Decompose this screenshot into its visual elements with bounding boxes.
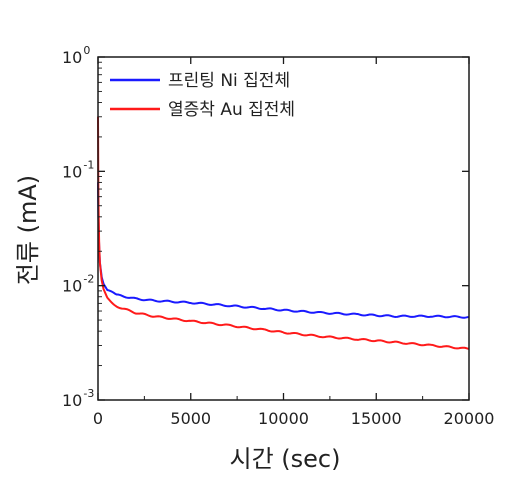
y-tick-label: 10-1	[62, 158, 94, 181]
y-tick-base: 10	[62, 48, 82, 67]
y-tick-label: 10-2	[62, 273, 94, 296]
legend-label-2: 열증착 Au 집전체	[168, 100, 295, 120]
x-tick-label: 15000	[351, 409, 402, 428]
x-axis-label: 시간 (sec)	[230, 445, 341, 473]
y-tick-base: 10	[62, 162, 82, 181]
y-tick-base: 10	[62, 391, 82, 410]
x-tick-label: 20000	[444, 409, 495, 428]
y-tick-label: 100	[62, 44, 90, 67]
y-tick-exponent: -1	[83, 158, 94, 171]
y-tick-label: 10-3	[62, 387, 94, 410]
x-tick-label: 0	[93, 409, 103, 428]
x-tick-label: 10000	[258, 409, 309, 428]
y-axis-label: 전류 (mA)	[14, 175, 42, 285]
series-line-1	[97, 182, 470, 319]
y-tick-exponent: 0	[83, 44, 90, 57]
series-line-2	[97, 116, 470, 350]
y-tick-exponent: -3	[83, 387, 94, 400]
y-tick-exponent: -2	[83, 273, 94, 286]
y-tick-base: 10	[62, 277, 82, 296]
x-tick-label: 5000	[170, 409, 211, 428]
plot-lines	[97, 116, 470, 350]
axis-ticks	[97, 56, 470, 401]
legend-label-1: 프린팅 Ni 집전체	[168, 71, 290, 91]
